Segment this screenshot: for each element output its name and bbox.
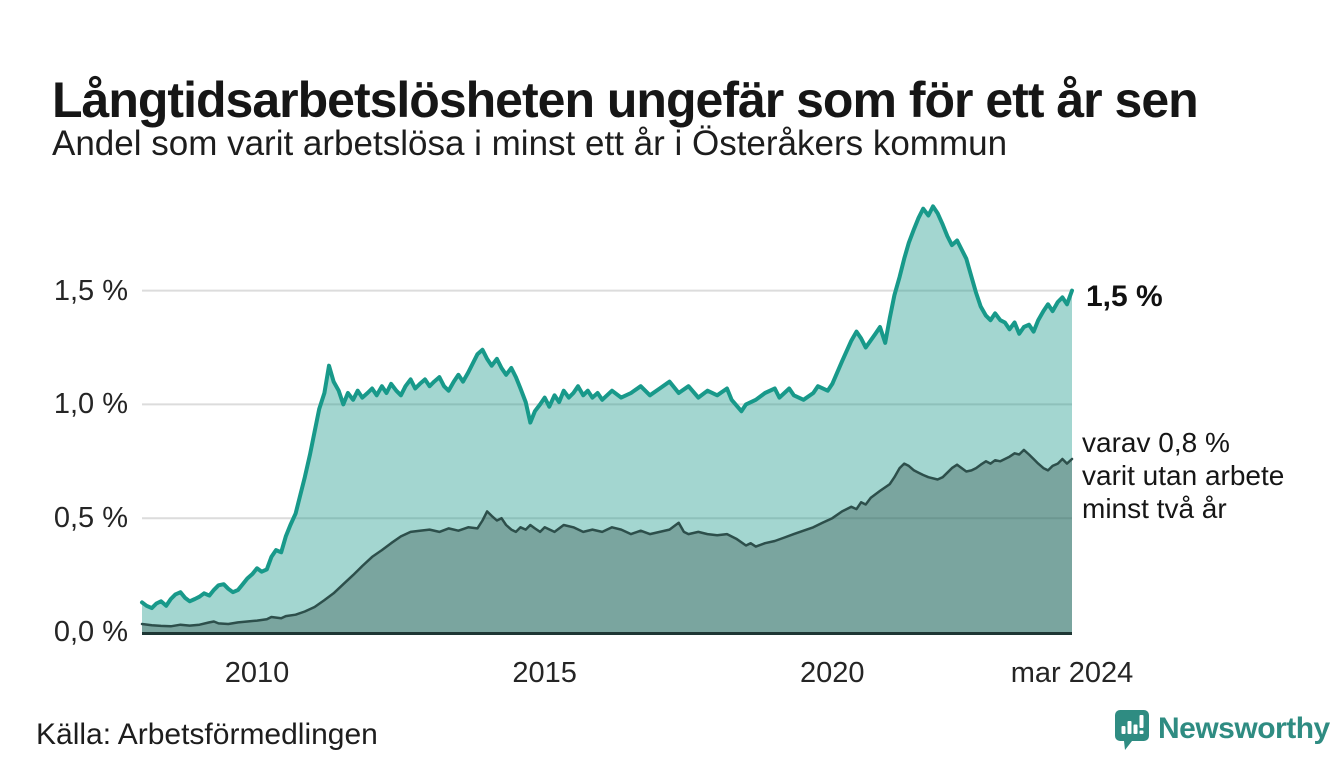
series1-end-value-label: 1,5 % [1086, 280, 1163, 313]
series2-end-annotation: varav 0,8 % varit utan arbete minst två … [1082, 426, 1284, 525]
bar-chart-speech-bubble-icon [1115, 710, 1149, 750]
x-axis-tick: mar 2024 [1010, 657, 1134, 689]
logo-wordmark: Newsworthy [1158, 712, 1330, 745]
newsworthy-logo: Newsworthy [1115, 710, 1330, 754]
x-axis-tick: 2020 [800, 657, 865, 689]
y-axis-tick: 1,5 % [53, 274, 128, 307]
x-axis-tick: 2015 [512, 657, 577, 689]
y-axis-tick: 0,0 % [53, 616, 128, 648]
page-subtitle: Andel som varit arbetslösa i minst ett å… [52, 124, 1008, 163]
x-axis-tick: 2010 [224, 657, 290, 689]
annotation-line: varit utan arbete [1082, 460, 1285, 491]
source-attribution: Källa: Arbetsförmedlingen [36, 718, 378, 751]
annotation-line: varav 0,8 % [1082, 427, 1230, 458]
y-axis-tick: 0,5 % [53, 502, 128, 535]
y-axis-tick: 1,0 % [53, 388, 128, 421]
page-title: Långtidsarbetslösheten ungefär som för e… [52, 71, 1199, 128]
annotation-line: minst två år [1082, 493, 1227, 524]
